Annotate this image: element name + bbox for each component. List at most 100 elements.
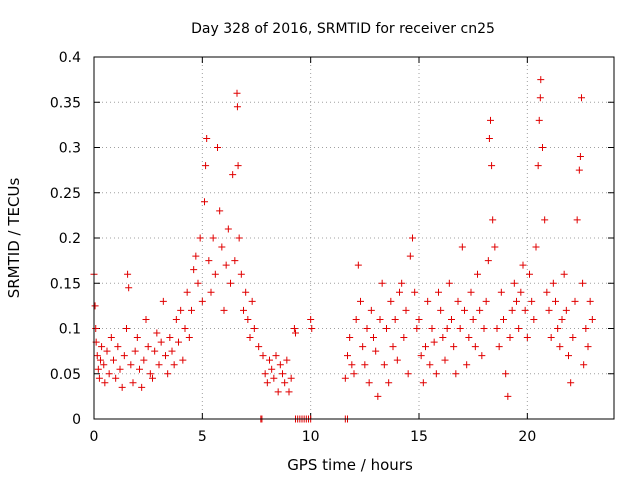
data-point bbox=[151, 347, 159, 355]
data-point bbox=[432, 370, 440, 378]
data-point bbox=[211, 270, 219, 278]
data-point bbox=[363, 325, 371, 332]
data-point bbox=[268, 365, 276, 373]
data-point bbox=[354, 261, 362, 269]
data-point bbox=[502, 370, 510, 378]
data-point bbox=[220, 306, 228, 314]
data-point bbox=[142, 315, 150, 323]
data-point bbox=[435, 288, 442, 296]
data-point bbox=[463, 361, 471, 369]
data-point bbox=[224, 225, 232, 233]
data-point bbox=[248, 297, 256, 305]
data-point bbox=[374, 392, 382, 400]
data-point bbox=[402, 306, 410, 314]
data-point bbox=[308, 325, 316, 332]
data-point bbox=[157, 338, 165, 346]
data-point bbox=[372, 347, 380, 355]
data-point bbox=[517, 288, 525, 296]
data-point bbox=[582, 325, 590, 332]
y-tick-label: 0.2 bbox=[59, 231, 81, 247]
data-point bbox=[471, 343, 479, 351]
data-point bbox=[107, 334, 115, 342]
data-point bbox=[276, 361, 284, 369]
data-point bbox=[452, 370, 460, 378]
data-point bbox=[567, 379, 575, 387]
data-point bbox=[290, 325, 298, 332]
data-point bbox=[272, 352, 280, 360]
data-point bbox=[168, 347, 176, 355]
data-point bbox=[385, 379, 393, 387]
data-point bbox=[344, 352, 351, 360]
data-point bbox=[240, 306, 247, 314]
data-point bbox=[133, 334, 141, 342]
data-point bbox=[500, 315, 507, 323]
data-point bbox=[575, 166, 583, 174]
x-tick-label: 10 bbox=[302, 429, 320, 445]
y-tick-label: 0 bbox=[72, 412, 81, 428]
data-point bbox=[528, 297, 536, 305]
data-point bbox=[216, 207, 224, 215]
data-point bbox=[441, 356, 449, 364]
data-point bbox=[196, 234, 204, 242]
data-point bbox=[370, 334, 377, 342]
data-point bbox=[118, 383, 126, 391]
data-point bbox=[175, 338, 182, 346]
data-point bbox=[234, 162, 242, 170]
data-point bbox=[361, 361, 369, 369]
data-point bbox=[480, 325, 488, 332]
y-tick-label: 0.1 bbox=[59, 322, 81, 338]
data-point bbox=[292, 329, 299, 337]
data-point bbox=[231, 257, 239, 265]
data-point bbox=[413, 325, 421, 332]
data-point bbox=[140, 356, 148, 364]
data-point bbox=[183, 288, 191, 296]
data-point bbox=[456, 325, 464, 332]
data-point bbox=[192, 252, 200, 260]
data-point bbox=[497, 288, 505, 296]
data-point bbox=[419, 379, 427, 387]
data-point bbox=[396, 288, 403, 296]
data-point bbox=[162, 352, 169, 360]
data-point bbox=[97, 356, 104, 364]
x-tick-label: 0 bbox=[90, 429, 99, 445]
data-point bbox=[579, 279, 587, 287]
data-points bbox=[90, 76, 596, 423]
data-point bbox=[341, 374, 349, 382]
data-point bbox=[198, 297, 206, 305]
data-point bbox=[376, 315, 384, 323]
data-point bbox=[105, 370, 113, 378]
data-point bbox=[127, 361, 135, 369]
data-point bbox=[92, 325, 100, 332]
data-point bbox=[244, 315, 252, 323]
data-point bbox=[476, 306, 484, 314]
data-point bbox=[580, 361, 588, 369]
data-point bbox=[170, 361, 178, 369]
data-point bbox=[448, 315, 455, 323]
data-point bbox=[261, 370, 269, 378]
data-point bbox=[149, 374, 156, 382]
data-point bbox=[508, 306, 516, 314]
data-point bbox=[426, 361, 434, 369]
data-point bbox=[513, 297, 520, 305]
data-point bbox=[179, 356, 187, 364]
data-point bbox=[443, 325, 451, 332]
data-point bbox=[569, 334, 577, 342]
data-point bbox=[491, 243, 499, 251]
data-point bbox=[586, 297, 594, 305]
data-point bbox=[532, 243, 540, 251]
data-point bbox=[439, 334, 447, 342]
data-point bbox=[428, 325, 436, 332]
data-point bbox=[554, 325, 562, 332]
data-point bbox=[177, 306, 185, 314]
data-point bbox=[307, 315, 315, 323]
y-tick-label: 0.3 bbox=[59, 141, 81, 157]
data-point bbox=[100, 361, 108, 369]
data-point bbox=[422, 343, 429, 351]
data-point bbox=[359, 343, 367, 351]
data-point bbox=[287, 374, 295, 382]
data-point bbox=[279, 370, 286, 378]
data-point bbox=[110, 356, 117, 364]
data-point bbox=[485, 134, 493, 142]
data-point bbox=[536, 94, 544, 102]
data-point bbox=[101, 379, 109, 387]
